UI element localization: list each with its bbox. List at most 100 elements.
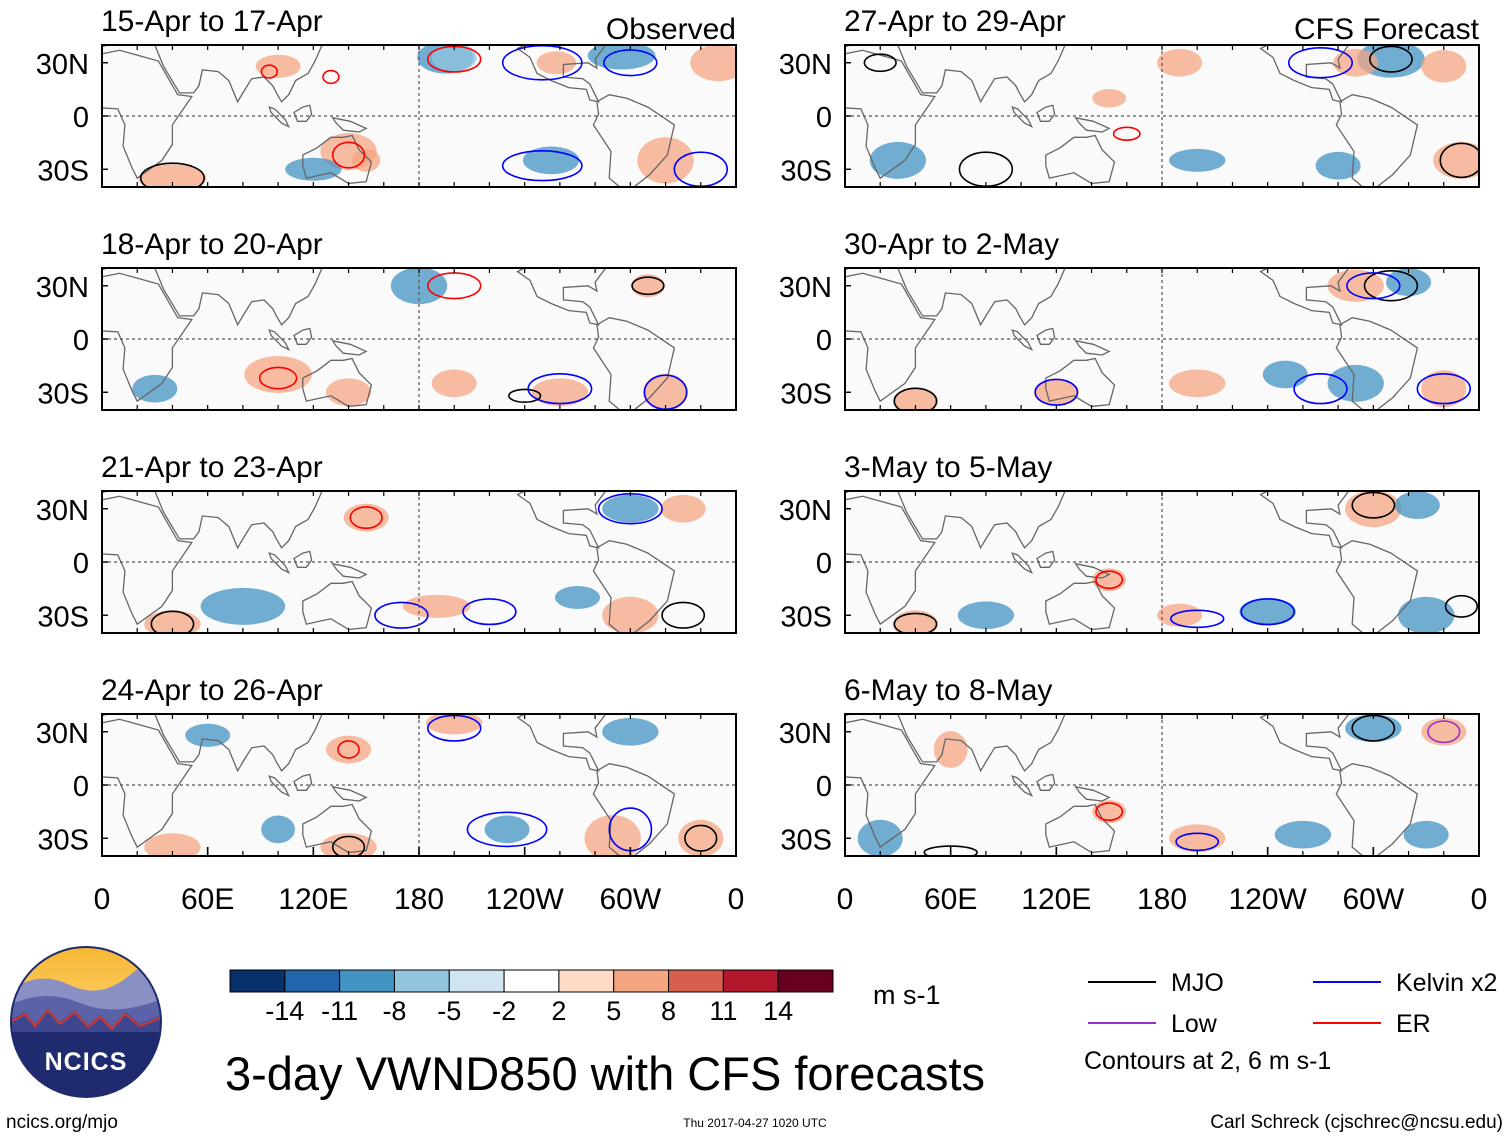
colorbar-tick-label: -5 xyxy=(437,996,461,1026)
land-outline-southamerica xyxy=(592,317,676,410)
colorbar-tick-label: -2 xyxy=(492,996,516,1026)
land-outline-northamerica xyxy=(1259,714,1350,772)
contour-line xyxy=(501,149,583,182)
land-outline-asia xyxy=(897,268,1066,327)
anomaly-shading xyxy=(185,723,231,747)
contour-line xyxy=(150,610,195,633)
land-outline-australia xyxy=(302,580,373,631)
map-panel: 24-Apr to 26-Apr 30N 0 30S xyxy=(36,674,737,857)
anomaly-shading xyxy=(957,601,1015,630)
longitude-tick-label: 60E xyxy=(924,883,977,916)
land-outline-sumatra xyxy=(268,106,291,129)
colorbar-swatch xyxy=(393,969,450,993)
latitude-tick-label: 30S xyxy=(780,824,832,856)
anomaly-shading xyxy=(602,717,659,746)
land-outline-asia xyxy=(897,491,1066,550)
land-outline-southamerica xyxy=(1335,763,1419,856)
longitude-axes: 0 60E 120E 180 120W 60W 0 0 60E 120E 180 120W 60W 0 xyxy=(94,847,1487,916)
latitude-tick-label: 0 xyxy=(73,548,89,580)
latitude-tick-label: 0 xyxy=(73,102,89,134)
land-outline-borneo xyxy=(1036,104,1056,122)
anomaly-shading xyxy=(431,369,477,398)
anomaly-shading xyxy=(426,714,483,735)
land-outline-africa xyxy=(102,49,193,180)
legend-label: ER xyxy=(1396,1010,1431,1038)
contour-line xyxy=(258,366,298,390)
latitude-tick-label: 30N xyxy=(779,49,832,81)
land-outline-asia xyxy=(154,491,323,550)
land-outline-northamerica xyxy=(516,268,607,326)
land-outline-australia xyxy=(1045,134,1116,185)
land-outline-northamerica xyxy=(516,714,607,772)
land-outline-asia xyxy=(897,45,1066,104)
latitude-tick-label: 30S xyxy=(37,824,89,856)
colorbar-tick-label: 2 xyxy=(551,996,566,1026)
contour-line xyxy=(1240,598,1295,626)
latitude-tick-label: 30S xyxy=(37,378,89,410)
land-outline-northamerica xyxy=(1259,268,1350,326)
anomaly-shading xyxy=(1169,369,1226,398)
anomaly-shading xyxy=(138,164,207,187)
contour-line xyxy=(1175,832,1220,852)
contour-line xyxy=(374,601,429,629)
land-outline-australia xyxy=(1045,580,1116,631)
land-outline-australia xyxy=(1045,803,1116,854)
longitude-tick-label: 120W xyxy=(1228,883,1307,916)
land-outline-northamerica xyxy=(516,491,607,549)
anomaly-shading xyxy=(1315,151,1361,180)
anomaly-shading xyxy=(144,610,201,633)
legend-label: MJO xyxy=(1171,969,1224,997)
land-outline-borneo xyxy=(1036,773,1056,791)
latitude-tick-label: 30S xyxy=(780,601,832,633)
anomaly-shading xyxy=(484,815,530,844)
latitude-tick-label: 30S xyxy=(37,155,89,187)
land-outline-borneo xyxy=(293,773,313,791)
land-outline-asia xyxy=(897,714,1066,773)
land-outline-newguinea xyxy=(331,116,368,133)
column-header: Observed xyxy=(606,13,736,46)
anomaly-shading xyxy=(1394,491,1440,520)
legend-label: Low xyxy=(1171,1010,1218,1038)
anomaly-shading xyxy=(531,378,589,407)
land-outline-sumatra xyxy=(1011,106,1034,129)
colorbar-swatch xyxy=(668,969,724,993)
land-outline-newguinea xyxy=(331,785,368,802)
latitude-tick-label: 30N xyxy=(779,272,832,304)
colorbar-swatch xyxy=(613,969,670,993)
longitude-tick-label: 60W xyxy=(1342,883,1404,916)
contour-line xyxy=(1293,372,1348,405)
anomaly-shading xyxy=(660,494,706,523)
contour-line xyxy=(1444,594,1479,618)
anomaly-shading xyxy=(1033,378,1079,407)
contour-line xyxy=(893,387,938,410)
panel-contents xyxy=(102,45,736,187)
land-outline-australia xyxy=(302,803,373,854)
land-outline-northamerica xyxy=(516,45,607,103)
map-panel: 18-Apr to 20-Apr 30N 0 30S xyxy=(36,228,737,411)
contour-legend: MJO Kelvin x2 Low ER xyxy=(1088,969,1497,1038)
anomaly-shading xyxy=(326,378,372,407)
anomaly-shading xyxy=(244,356,312,393)
land-outline-southamerica xyxy=(592,94,676,187)
anomaly-shading xyxy=(857,819,903,856)
map-panel: 30-Apr to 2-May 30N 0 30S xyxy=(779,228,1480,411)
map-panel: 21-Apr to 23-Apr 30N 0 30S xyxy=(36,451,737,634)
contour-line xyxy=(337,740,360,759)
land-outline-sumatra xyxy=(268,329,291,352)
land-outline-australia xyxy=(302,357,373,408)
contour-line xyxy=(863,53,897,73)
land-outline-borneo xyxy=(293,104,313,122)
land-outline-southamerica xyxy=(592,763,676,856)
contour-line xyxy=(1363,270,1419,302)
contour-line xyxy=(1095,802,1124,821)
land-outline-southamerica xyxy=(1335,317,1419,410)
land-outline-africa xyxy=(102,272,193,403)
contour-line xyxy=(1439,142,1479,179)
anomaly-shading xyxy=(1262,360,1308,389)
anomaly-shading xyxy=(892,610,938,633)
anomaly-shading xyxy=(1345,491,1402,528)
anomaly-shading xyxy=(320,833,377,856)
anomaly-shading xyxy=(261,815,296,844)
anomaly-shading xyxy=(933,731,968,768)
latitude-tick-label: 0 xyxy=(73,771,89,803)
